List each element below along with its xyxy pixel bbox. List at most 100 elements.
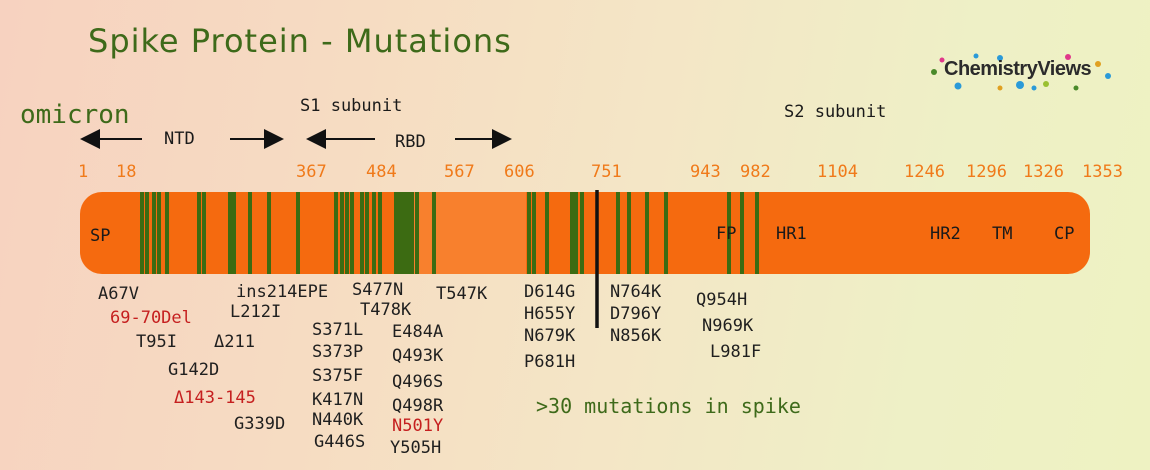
position-label: 1246 [904, 162, 945, 182]
position-label: 982 [740, 162, 771, 182]
mutation-line [360, 192, 364, 274]
domain-tm: TM [992, 224, 1013, 244]
mutation-line [394, 192, 398, 274]
mutation-line [202, 192, 206, 274]
position-label: 1104 [817, 162, 858, 182]
mutation-label: Q954H [696, 290, 748, 310]
mutation-line [545, 192, 549, 274]
mutation-line [397, 192, 401, 274]
logo-text: ChemistryViews [944, 58, 1092, 80]
mutation-line [267, 192, 271, 274]
mutation-line [415, 192, 419, 274]
mutation-line [432, 192, 436, 274]
domain-hr1: HR1 [776, 224, 807, 244]
mutation-line [570, 192, 574, 274]
mutation-line [740, 192, 744, 274]
mutation-label: ins214EPE [236, 282, 329, 302]
mutation-label: Y505H [390, 438, 442, 458]
mutation-line [140, 192, 144, 274]
mutation-label: H655Y [524, 304, 576, 324]
mutation-line [334, 192, 338, 274]
mutation-line [378, 192, 382, 274]
mutation-line [345, 192, 349, 274]
mutation-line [165, 192, 169, 274]
mutation-label: Δ143-145 [174, 388, 256, 408]
mutation-label: N440K [312, 410, 364, 430]
mutation-count-note: >30 mutations in spike [536, 394, 801, 418]
mutation-line [527, 192, 531, 274]
mutation-line [616, 192, 620, 274]
position-label: 751 [591, 162, 622, 182]
position-label: 367 [296, 162, 327, 182]
mutation-label: T547K [436, 284, 488, 304]
position-label: 1326 [1023, 162, 1064, 182]
mutation-line [627, 192, 631, 274]
ntd-label: NTD [164, 129, 195, 149]
mutation-label: G142D [168, 360, 220, 380]
position-label: 18 [116, 162, 137, 182]
mutation-label: S477N [352, 280, 404, 300]
rbd-shaded-region [404, 192, 526, 274]
mutation-line [145, 192, 149, 274]
mutation-line [410, 192, 414, 274]
domain-hr2: HR2 [930, 224, 961, 244]
mutation-line [574, 192, 578, 274]
mutation-label: D614G [524, 282, 576, 302]
position-label: 484 [366, 162, 397, 182]
mutation-label: T95I [136, 332, 177, 352]
mutation-line [296, 192, 300, 274]
mutation-label: G339D [234, 414, 286, 434]
s2-subunit-label: S2 subunit [784, 102, 887, 122]
mutation-line [580, 192, 584, 274]
mutation-label: S371L [312, 320, 364, 340]
mutation-line [755, 192, 759, 274]
spike-bar [80, 192, 1090, 274]
mutation-label: 69-70Del [110, 308, 192, 328]
domain-cp: CP [1054, 224, 1075, 244]
variant-label: omicron [20, 100, 130, 130]
position-label: 567 [444, 162, 475, 182]
mutation-line [340, 192, 344, 274]
mutation-label: N501Y [392, 416, 444, 436]
mutation-line [365, 192, 369, 274]
mutation-label: K417N [312, 390, 364, 410]
mutation-label: E484A [392, 322, 444, 342]
chemistryviews-logo [931, 53, 1111, 91]
rbd-label: RBD [395, 132, 426, 152]
mutation-line [664, 192, 668, 274]
mutation-label: Q498R [392, 396, 444, 416]
s1-subunit-label: S1 subunit [300, 96, 403, 116]
mutation-line [532, 192, 536, 274]
page-title: Spike Protein - Mutations [88, 22, 512, 60]
mutation-line [645, 192, 649, 274]
mutation-label: Δ211 [214, 332, 255, 352]
mutation-line [228, 192, 232, 274]
position-label: 606 [504, 162, 535, 182]
mutation-line [404, 192, 408, 274]
mutation-line [372, 192, 376, 274]
mutation-line [248, 192, 252, 274]
mutation-label: S373P [312, 342, 364, 362]
mutation-line [197, 192, 201, 274]
mutation-line [232, 192, 236, 274]
mutation-line [400, 192, 404, 274]
mutation-line [350, 192, 354, 274]
mutation-label: N679K [524, 326, 576, 346]
mutation-label: A67V [98, 284, 139, 304]
mutation-label: D796Y [610, 304, 662, 324]
domain-sp: SP [90, 226, 111, 246]
mutation-label: N856K [610, 326, 662, 346]
position-label: 1353 [1082, 162, 1123, 182]
mutation-label: T478K [360, 300, 412, 320]
mutation-label: S375F [312, 366, 364, 386]
mutation-line [407, 192, 411, 274]
mutation-label: G446S [314, 432, 366, 452]
position-label: 1 [78, 162, 89, 182]
mutation-label: Q496S [392, 372, 444, 392]
mutation-line [157, 192, 161, 274]
mutation-lines [140, 192, 759, 274]
mutation-line [152, 192, 156, 274]
mutation-label: L212I [230, 302, 282, 322]
mutation-label: N969K [702, 316, 754, 336]
